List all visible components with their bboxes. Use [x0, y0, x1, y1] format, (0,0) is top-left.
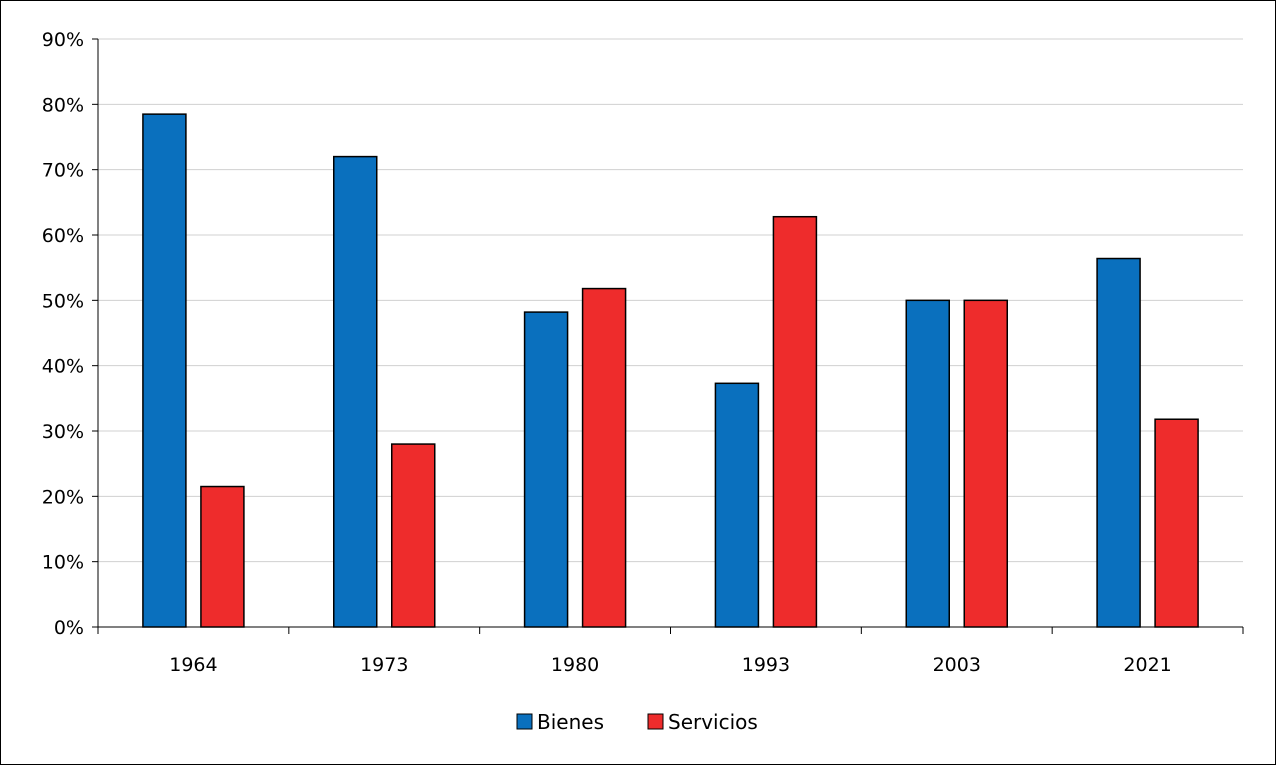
bar-servicios-1973 [391, 443, 436, 628]
legend-swatch-bienes [516, 713, 533, 730]
x-tick-label: 1980 [551, 654, 599, 676]
bars [142, 113, 1199, 628]
x-tick-label: 1964 [169, 654, 217, 676]
bar-bienes-1964 [142, 113, 187, 628]
legend-label-servicios: Servicios [668, 710, 758, 734]
bar-bienes-2003 [905, 299, 950, 628]
y-tick-label: 0% [54, 617, 84, 639]
bar-servicios-2021 [1154, 418, 1199, 628]
bar-bienes-2021 [1096, 257, 1141, 628]
bar-bienes-1980 [523, 311, 569, 628]
y-tick-label: 50% [42, 290, 84, 312]
gridlines [98, 38, 1243, 563]
axes [92, 38, 1244, 634]
x-tick-label: 1993 [742, 654, 790, 676]
bar-bienes-1993 [714, 382, 760, 628]
legend: Bienes Servicios [516, 710, 758, 734]
legend-label-bienes: Bienes [537, 710, 604, 734]
bar-servicios-1964 [200, 485, 245, 628]
y-tick-label: 70% [42, 160, 84, 182]
x-tick-label: 2003 [933, 654, 981, 676]
x-tick-label: 1973 [360, 654, 408, 676]
bar-servicios-2003 [963, 299, 1008, 628]
y-tick-label: 20% [42, 486, 84, 508]
y-tick-label: 60% [42, 225, 84, 247]
y-tick-label: 40% [42, 356, 84, 378]
y-tick-label: 30% [42, 421, 84, 443]
y-tick-label: 80% [42, 94, 84, 116]
bar-bienes-1973 [333, 155, 378, 628]
bar-servicios-1993 [772, 215, 818, 628]
y-tick-labels: 0% 10% 20% 30% 40% 50% 60% 70% 80% 90% [42, 29, 84, 639]
x-tick-label: 2021 [1123, 654, 1171, 676]
x-tick-labels: 1964 1973 1980 1993 2003 2021 [169, 654, 1172, 676]
y-tick-label: 90% [42, 29, 84, 51]
y-tick-label: 10% [42, 552, 84, 574]
bar-servicios-1980 [581, 287, 627, 628]
legend-swatch-servicios [647, 713, 664, 730]
